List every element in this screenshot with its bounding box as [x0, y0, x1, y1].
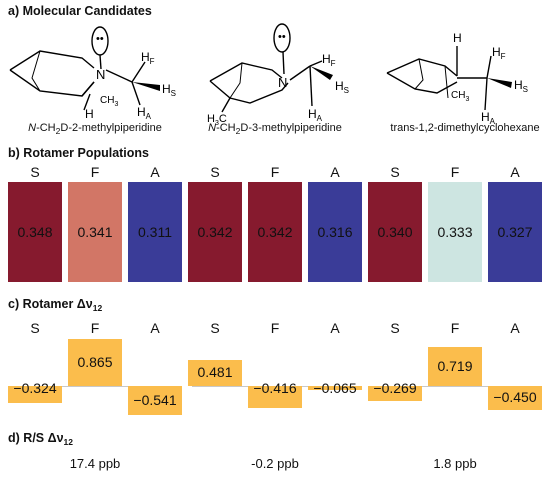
population-bar: 0.316	[308, 182, 362, 282]
delta-nu-rotamer-letter: A	[330, 320, 340, 336]
delta-nu-bar	[188, 360, 242, 386]
population-value: 0.316	[317, 224, 353, 240]
delta-nu-value: −0.541	[133, 391, 177, 408]
molecule-2-structure: •• N HF HS HA H3C	[190, 18, 370, 127]
delta-nu-value: −0.065	[313, 380, 357, 396]
atom-ch3-3: CH3	[451, 90, 469, 103]
population-rotamer-letter: F	[450, 164, 460, 180]
population-rotamer-letter: F	[90, 164, 100, 180]
delta-nu-rotamer-letter: F	[270, 320, 280, 336]
atom-n-2: N	[278, 75, 287, 90]
delta-nu-zero-line	[372, 386, 538, 387]
rs-delta-nu-2: -0.2 ppb	[251, 456, 299, 471]
population-bar: 0.327	[488, 182, 542, 282]
population-bar: 0.341	[68, 182, 122, 282]
atom-ha-2: HA	[308, 107, 323, 123]
delta-nu-rotamer-letter: S	[210, 320, 220, 336]
rs-delta-nu-3: 1.8 ppb	[433, 456, 477, 471]
atom-hs-1: HS	[162, 82, 176, 98]
delta-nu-bar	[428, 347, 482, 386]
population-value: 0.327	[497, 224, 533, 240]
delta-nu-value: −0.269	[373, 380, 417, 396]
delta-nu-bar	[248, 386, 302, 409]
atom-hf-1: HF	[141, 50, 155, 66]
population-value: 0.333	[437, 224, 473, 240]
atom-ha-1: HA	[137, 105, 152, 121]
atom-h-1: H	[85, 107, 94, 121]
molecule-2-drawing: •• N HF HS HA H3C	[207, 23, 349, 127]
atom-hf-3: HF	[492, 45, 506, 61]
atom-h-3: H	[453, 31, 462, 45]
rs-delta-nu-1: 17.4 ppb	[69, 456, 121, 471]
delta-nu-bar	[308, 386, 362, 390]
delta-nu-bar	[128, 386, 182, 416]
delta-nu-rotamer-letter: A	[150, 320, 160, 336]
delta-nu-bar	[8, 386, 62, 404]
population-value: 0.340	[377, 224, 413, 240]
population-bar: 0.342	[248, 182, 302, 282]
atom-ha-3: HA	[481, 110, 496, 126]
section-a-title: a) Molecular Candidates	[8, 4, 152, 18]
population-value: 0.348	[17, 224, 53, 240]
atom-hs-2: HS	[335, 79, 349, 95]
delta-nu-bar	[68, 339, 122, 386]
population-rotamer-letter: A	[510, 164, 520, 180]
atom-hf-2: HF	[322, 52, 336, 68]
delta-nu-rotamer-letter: A	[510, 320, 520, 336]
section-d-title: d) R/S Δν12	[8, 431, 74, 447]
delta-nu-bar	[488, 386, 542, 411]
population-value: 0.341	[77, 224, 113, 240]
delta-nu-value: 0.865	[77, 353, 113, 370]
delta-nu-value: 0.719	[437, 357, 473, 374]
population-rotamer-letter: S	[390, 164, 400, 180]
population-rotamer-letter: F	[270, 164, 280, 180]
delta-nu-rotamer-letter: S	[390, 320, 400, 336]
population-value: 0.311	[138, 224, 172, 240]
molecule-3-structure: H HF HS HA CH3	[375, 18, 550, 126]
lone-pair-2: ••	[278, 31, 286, 43]
section-b-title: b) Rotamer Populations	[8, 146, 150, 160]
molecule-3-drawing: H HF HS HA CH3	[386, 31, 528, 126]
atom-n-1: N	[96, 67, 105, 82]
delta-nu-value: −0.416	[253, 380, 297, 396]
population-rotamer-letter: A	[330, 164, 340, 180]
population-bar: 0.348	[8, 182, 62, 282]
population-bar: 0.340	[368, 182, 422, 282]
candidate-1-label: N-CH2D-2-methylpiperidine	[28, 122, 162, 136]
delta-nu-value: −0.324	[13, 380, 57, 396]
delta-nu-rotamer-letter: F	[90, 320, 100, 336]
candidate-2-label: N-CH2D-3-methylpiperidine	[208, 122, 342, 136]
delta-nu-rotamer-letter: F	[450, 320, 460, 336]
population-value: 0.342	[257, 224, 293, 240]
atom-hs-3: HS	[514, 78, 528, 94]
lone-pair-1: ••	[96, 33, 104, 45]
population-bar: 0.342	[188, 182, 242, 282]
atom-ch3-1: CH3	[100, 95, 118, 108]
population-rotamer-letter: A	[150, 164, 160, 180]
section-c-title: c) Rotamer Δν12	[8, 297, 103, 313]
population-bar: 0.333	[428, 182, 482, 282]
molecule-1-structure: •• N HF HS HA H CH3	[0, 18, 185, 126]
delta-nu-value: 0.481	[197, 364, 233, 380]
population-rotamer-letter: S	[30, 164, 40, 180]
atom-h3c-2: H3C	[207, 113, 227, 126]
population-value: 0.342	[197, 224, 233, 240]
delta-nu-bar	[368, 386, 422, 401]
delta-nu-zero-line	[12, 386, 178, 387]
molecule-1-drawing: •• N HF HS HA H CH3	[9, 26, 176, 121]
candidate-3-label: trans-1,2-dimethylcyclohexane	[390, 122, 540, 134]
population-rotamer-letter: S	[210, 164, 220, 180]
population-bar: 0.311	[128, 182, 182, 282]
delta-nu-rotamer-letter: S	[30, 320, 40, 336]
delta-nu-value: −0.450	[493, 389, 537, 406]
